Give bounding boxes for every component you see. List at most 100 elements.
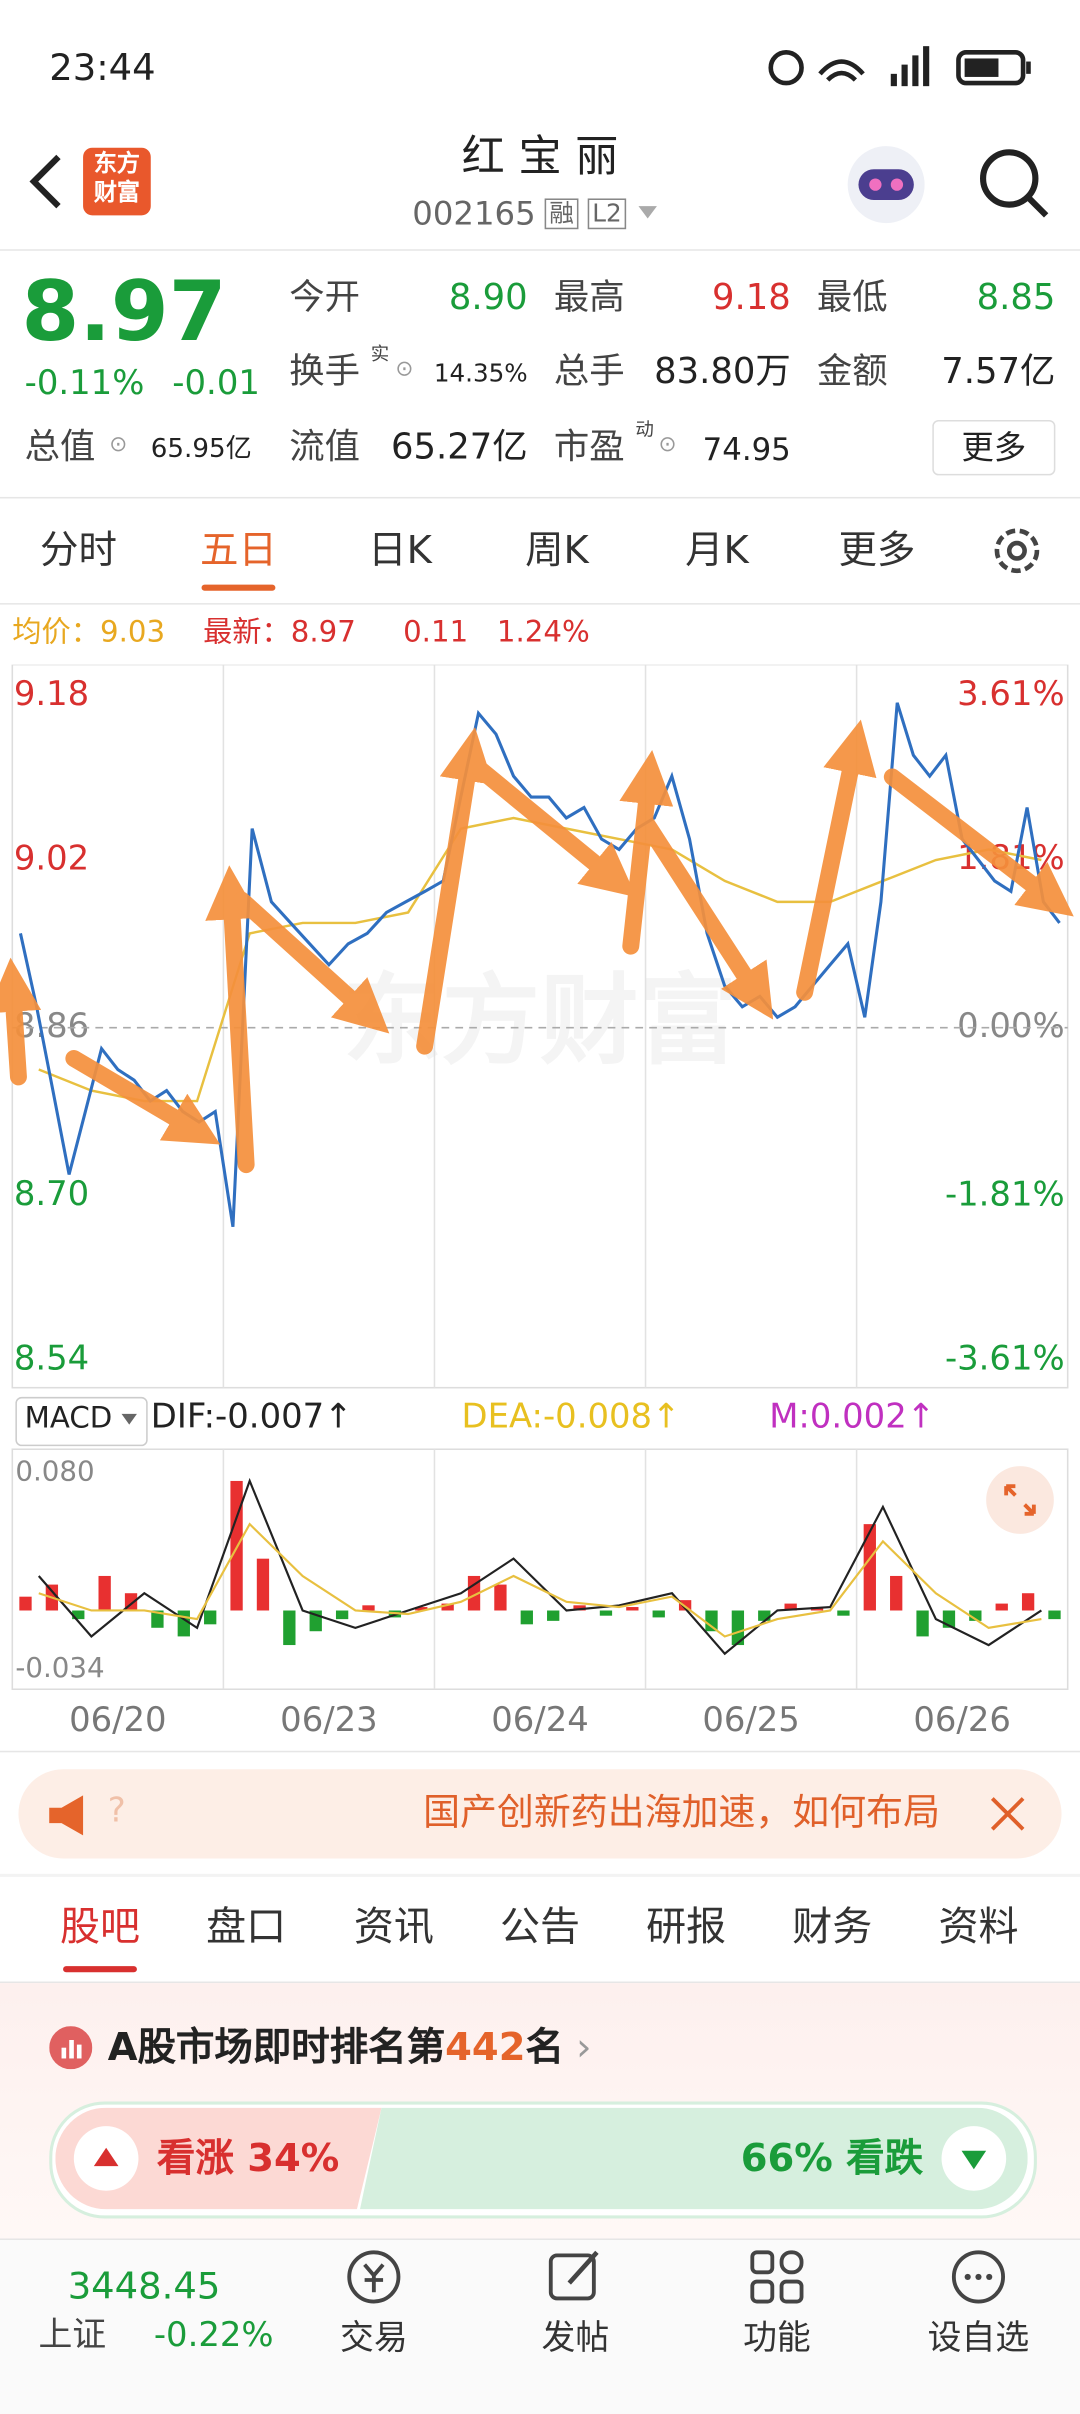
divider (0, 603, 1080, 605)
field-value: 74.95 (702, 430, 791, 468)
robot-icon[interactable] (843, 142, 929, 228)
watchlist-icon[interactable] (948, 2246, 1010, 2308)
nav-item[interactable]: 交易 (339, 2320, 408, 2359)
macd-bar (1021, 1593, 1035, 1611)
arrow (65, 1050, 221, 1145)
nav-item[interactable]: 设自选 (927, 2320, 1030, 2359)
section-tab[interactable]: 公告 (499, 1904, 581, 1951)
info-icon[interactable]: ⊙ (658, 432, 677, 457)
field-value: 65.95亿 (150, 433, 252, 465)
logo-text: 财富 (93, 178, 141, 207)
section-tab[interactable]: 研报 (646, 1904, 727, 1951)
field-label: 总值 (24, 427, 96, 468)
macd-bar (573, 1605, 586, 1611)
chart-tab[interactable]: 日K (368, 527, 432, 573)
macd-bar (784, 1603, 797, 1611)
macd-bar (415, 1607, 428, 1611)
index-name[interactable]: 上证 (38, 2316, 107, 2356)
section-tab[interactable]: 财务 (792, 1904, 873, 1951)
divider (0, 1750, 1080, 1753)
date-label: 06/25 (702, 1700, 800, 1739)
close-button[interactable] (989, 1795, 1026, 1832)
y-tick-label: 8.54 (14, 1339, 89, 1378)
macd-bar (494, 1584, 507, 1611)
divider (0, 1873, 1080, 1877)
vote-fill (55, 2107, 1028, 2210)
expand-button[interactable] (985, 1465, 1056, 1536)
change-pct: -0.11% (24, 364, 145, 404)
dea-line (38, 1522, 1042, 1638)
macd-bar (441, 1603, 454, 1611)
section-tab[interactable]: 股吧 (59, 1904, 141, 1951)
tag: L2 (587, 198, 627, 230)
macd-selector[interactable]: MACD (24, 1401, 113, 1436)
tag: 融 (544, 198, 579, 230)
more-button[interactable]: 更多 (932, 420, 1056, 476)
field-label: 总手 (553, 352, 625, 393)
index-change[interactable]: -0.22% (153, 2316, 274, 2356)
vote-up[interactable]: 看涨 34% (156, 2135, 340, 2181)
settings-button[interactable] (989, 523, 1044, 578)
field-value: 65.27亿 (390, 427, 528, 468)
date-label: 06/20 (69, 1700, 167, 1739)
nav-item[interactable]: 发帖 (541, 2320, 610, 2359)
banner-text[interactable]: 国产创新药出海加速，如何布局 (423, 1793, 941, 1831)
latest-pct: 1.24% (496, 615, 590, 650)
section-tab[interactable]: 资料 (938, 1904, 1019, 1951)
info-icon[interactable]: ⊙ (395, 356, 414, 382)
vote-down[interactable]: 66% 看跌 (740, 2135, 924, 2181)
date-label: 06/24 (491, 1700, 588, 1739)
arrow (416, 727, 494, 1055)
macd-bar (995, 1603, 1008, 1611)
y-tick-label: 9.18 (14, 674, 89, 713)
ranking-text[interactable]: A股市场即时排名第442名 › (107, 2024, 592, 2070)
dropdown[interactable] (637, 205, 659, 220)
chart-tab[interactable]: 月K (685, 527, 749, 573)
divider (0, 496, 1080, 499)
y-tick-label: 9.02 (14, 839, 89, 878)
info-icon[interactable]: ⊙ (109, 432, 128, 457)
chart-tab[interactable]: 五日 (199, 527, 277, 573)
macd-bar (652, 1610, 665, 1618)
latest-price: 最新：8.97 (203, 615, 356, 650)
field-label: 最低 (816, 278, 888, 319)
trade-icon[interactable] (343, 2246, 405, 2308)
macd-bar (758, 1610, 771, 1621)
news-banner[interactable] (18, 1769, 1062, 1859)
arrow (0, 957, 42, 1086)
stock-charts: 东方财富 06/20 06/23 06/24 06/25 06/26 9.18 9.02 8.… (11, 664, 1069, 1739)
field-label: 今开 (289, 278, 361, 319)
macd-bar (599, 1610, 613, 1616)
m-value: M:0.002↑ (769, 1398, 936, 1437)
divider (0, 1981, 1080, 1984)
macd-bar (335, 1610, 349, 1620)
chart-tab[interactable]: 更多 (838, 527, 916, 573)
section-tab[interactable]: 资讯 (353, 1904, 434, 1951)
macd-selector-box[interactable] (15, 1396, 148, 1447)
arrow (637, 814, 774, 1020)
macd-bar (626, 1607, 639, 1611)
arrow (205, 865, 260, 1174)
macd-bar (969, 1610, 982, 1621)
function-icon[interactable] (746, 2246, 808, 2308)
index-value[interactable]: 3448.45 (67, 2264, 221, 2308)
bottom-nav (0, 2238, 1080, 2414)
y2-tick-label: 3.61% (957, 674, 1064, 713)
back-button[interactable] (22, 151, 68, 213)
ranking-suffix: 名 (525, 2024, 564, 2070)
arrow (471, 760, 637, 898)
y2-tick-label: -1.81% (945, 1174, 1065, 1213)
watermark: 东方财富 (343, 965, 737, 1079)
date-label: 06/26 (913, 1700, 1011, 1739)
nav-item[interactable]: 功能 (743, 2320, 811, 2359)
macd-bar (204, 1610, 217, 1625)
field-sup: 动 (635, 418, 654, 441)
post-icon[interactable] (545, 2246, 607, 2308)
field-value: 8.90 (448, 278, 528, 319)
chart-tab[interactable]: 分时 (39, 527, 117, 573)
section-tab[interactable]: 盘口 (206, 1904, 287, 1951)
banner-hint: ? (107, 1792, 126, 1831)
chart-tab[interactable]: 周K (525, 527, 589, 573)
search-button[interactable] (975, 145, 1052, 222)
